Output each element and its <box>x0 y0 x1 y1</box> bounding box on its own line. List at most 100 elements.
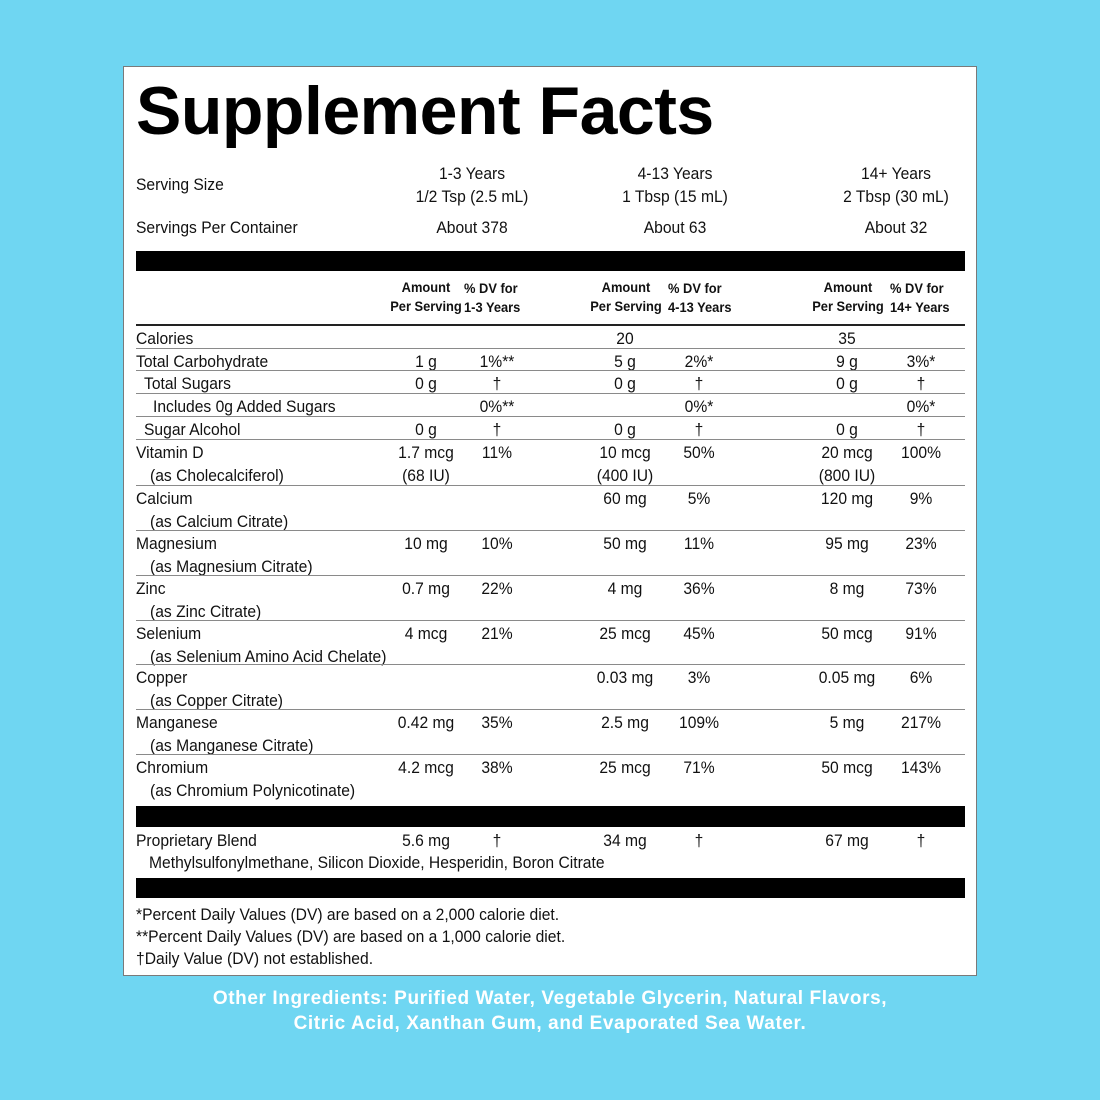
dv-value: 0%* <box>906 397 936 416</box>
dv-value: 45% <box>683 624 715 643</box>
amount-value: 8 mg <box>829 579 865 598</box>
dv-value: † <box>492 374 502 393</box>
other-ingredients-line-2: Citric Acid, Xanthan Gum, and Evaporated… <box>293 1013 807 1034</box>
amount-value: 0 g <box>836 420 858 439</box>
row-divider <box>136 393 965 394</box>
amount-value: 50 mg <box>603 534 647 553</box>
row-divider <box>136 575 965 576</box>
amount-value: 9 g <box>836 352 858 371</box>
dv-value: † <box>694 374 704 393</box>
nutrient-name: Total Carbohydrate <box>136 352 269 371</box>
dv-value: 3%* <box>906 352 936 371</box>
dv-value: 50% <box>683 443 715 462</box>
amount-value: 5 mg <box>829 713 865 732</box>
dv-value: † <box>916 374 926 393</box>
dv-value: 5% <box>687 489 711 508</box>
amount-value: 0.7 mg <box>402 579 450 598</box>
nutrient-source: (as Manganese Citrate) <box>150 736 314 755</box>
amount-value-iu: (68 IU) <box>402 466 450 485</box>
dv-value: 35% <box>481 713 513 732</box>
dv-header-1: % DV for 1-3 Years <box>464 280 521 315</box>
nutrient-source: (as Magnesium Citrate) <box>150 557 313 576</box>
blend-dv-1: † <box>492 831 502 850</box>
nutrient-name: Calories <box>136 329 194 348</box>
dv-value: 217% <box>900 713 942 732</box>
supplement-facts-panel: Supplement Facts Serving Size Servings P… <box>123 66 977 976</box>
dv-value: 10% <box>481 534 513 553</box>
dv-value: 21% <box>481 624 513 643</box>
dv-value: 100% <box>900 443 942 462</box>
dv-value: 11% <box>683 534 715 553</box>
footnote-3: †Daily Value (DV) not established. <box>136 949 374 968</box>
row-divider <box>136 416 965 417</box>
nutrient-name: Calcium <box>136 489 193 508</box>
row-divider <box>136 348 965 349</box>
nutrient-source: (as Copper Citrate) <box>150 691 283 710</box>
nutrient-name: Copper <box>136 668 188 687</box>
row-divider <box>136 530 965 531</box>
nutrient-name: Chromium <box>136 758 209 777</box>
nutrient-source: (as Cholecalciferol) <box>150 466 284 485</box>
servings-1: About 378 <box>436 218 508 237</box>
amount-value: 0.05 mg <box>818 668 876 687</box>
amount-header-2: Amount Per Serving <box>590 279 662 314</box>
dv-value: 1%** <box>479 352 515 371</box>
dv-value: 9% <box>909 489 933 508</box>
dv-value: 3% <box>687 668 711 687</box>
amount-value: 0 g <box>836 374 858 393</box>
amount-value: 1.7 mcg <box>398 443 454 462</box>
amount-value: 60 mg <box>603 489 647 508</box>
dv-value: 11% <box>481 443 513 462</box>
serving-size-2: 1 Tbsp (15 mL) <box>622 187 728 206</box>
dv-value: 91% <box>905 624 937 643</box>
thick-divider <box>136 878 965 898</box>
row-divider <box>136 370 965 371</box>
amount-value: 0.03 mg <box>596 668 654 687</box>
amount-value: 5 g <box>614 352 636 371</box>
nutrient-name: Selenium <box>136 624 202 643</box>
dv-value: † <box>492 420 502 439</box>
nutrient-name: Vitamin D <box>136 443 204 462</box>
amount-value: 50 mcg <box>821 624 873 643</box>
serving-size-1: 1/2 Tsp (2.5 mL) <box>415 187 529 206</box>
blend-name: Proprietary Blend <box>136 831 257 850</box>
serving-size-3: 2 Tbsp (30 mL) <box>843 187 949 206</box>
age-group-2: 4-13 Years <box>637 164 713 183</box>
dv-value: 38% <box>481 758 513 777</box>
amount-value: 35 <box>838 329 856 348</box>
amount-value: 0 g <box>614 374 636 393</box>
nutrient-name: Magnesium <box>136 534 217 553</box>
amount-value: 0 g <box>614 420 636 439</box>
dv-value: 73% <box>905 579 937 598</box>
dv-value: 109% <box>678 713 720 732</box>
dv-value: † <box>916 420 926 439</box>
amount-value: 20 <box>616 329 634 348</box>
blend-amount-3: 67 mg <box>825 831 869 850</box>
dv-value: 23% <box>905 534 937 553</box>
row-divider <box>136 754 965 755</box>
dv-value: 6% <box>909 668 933 687</box>
dv-value: 22% <box>481 579 513 598</box>
amount-value: 4.2 mcg <box>398 758 454 777</box>
row-divider <box>136 709 965 710</box>
row-divider <box>136 439 965 440</box>
age-group-3: 14+ Years <box>860 164 932 183</box>
dv-value: 71% <box>683 758 715 777</box>
amount-value: 4 mcg <box>404 624 448 643</box>
amount-value: 20 mcg <box>821 443 873 462</box>
blend-dv-3: † <box>916 831 926 850</box>
nutrient-name: Sugar Alcohol <box>144 420 241 439</box>
amount-value: 0 g <box>415 374 437 393</box>
servings-3: About 32 <box>864 218 928 237</box>
amount-value: 10 mg <box>404 534 448 553</box>
amount-value: 95 mg <box>825 534 869 553</box>
nutrient-name: Includes 0g Added Sugars <box>153 397 336 416</box>
amount-value: 120 mg <box>820 489 874 508</box>
other-ingredients-line-1: Other Ingredients: Purified Water, Veget… <box>212 988 888 1009</box>
nutrient-source: (as Calcium Citrate) <box>150 512 289 531</box>
amount-value: 1 g <box>415 352 437 371</box>
amount-value-iu: (800 IU) <box>818 466 876 485</box>
amount-value: 0 g <box>415 420 437 439</box>
nutrient-name: Manganese <box>136 713 218 732</box>
row-divider <box>136 485 965 486</box>
